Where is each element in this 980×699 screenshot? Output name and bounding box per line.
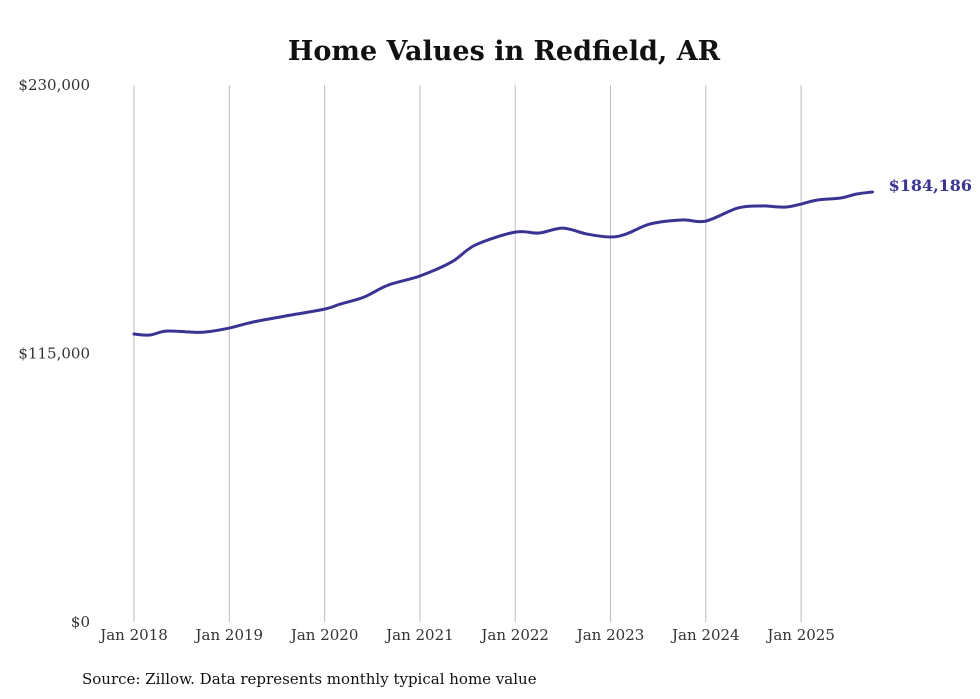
y-tick-label: $0 [71,613,90,631]
end-value-label: $184,186 [889,176,973,195]
y-tick-label: $230,000 [18,76,90,94]
x-tick-label: Jan 2021 [384,626,454,644]
series-line [132,190,875,337]
source-note: Source: Zillow. Data represents monthly … [82,670,537,688]
y-tick-label: $115,000 [18,345,90,363]
x-tick-label: Jan 2020 [289,626,359,644]
x-tick-label: Jan 2023 [575,626,645,644]
x-tick-label: Jan 2019 [194,626,264,644]
chart-title: Home Values in Redfield, AR [288,36,721,67]
x-tick-label: Jan 2022 [479,626,549,644]
x-tick-label: Jan 2024 [670,626,740,644]
x-tick-label: Jan 2025 [765,626,835,644]
x-tick-label: Jan 2018 [98,626,168,644]
